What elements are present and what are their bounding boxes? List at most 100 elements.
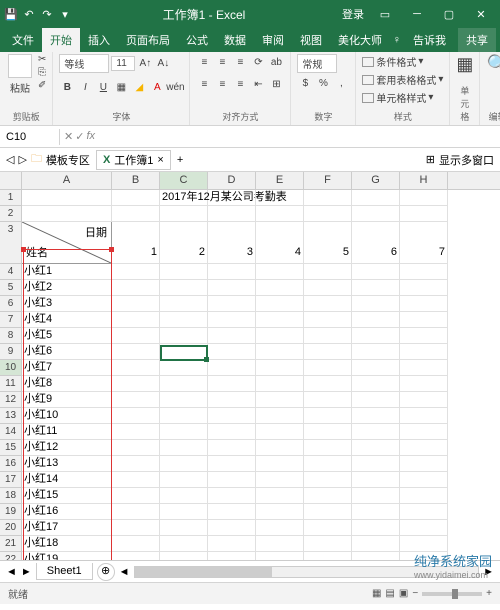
cell[interactable]	[352, 280, 400, 296]
cell[interactable]: 3	[208, 222, 256, 264]
tab-home[interactable]: 开始	[42, 28, 80, 52]
merge-button[interactable]: ⊞	[268, 76, 284, 92]
phonetic-button[interactable]: wén	[167, 79, 183, 95]
cell[interactable]	[112, 312, 160, 328]
cell[interactable]	[256, 312, 304, 328]
cell[interactable]	[112, 472, 160, 488]
cell[interactable]	[256, 296, 304, 312]
cells-icon[interactable]: ▦	[456, 54, 473, 75]
cell[interactable]: 2017年12月某公司考勤表	[160, 190, 208, 206]
align-bottom-icon[interactable]: ≡	[232, 54, 248, 70]
cell[interactable]	[400, 536, 448, 552]
cell[interactable]	[304, 552, 352, 560]
cell[interactable]	[400, 206, 448, 222]
cell[interactable]: 1	[112, 222, 160, 264]
cell[interactable]	[304, 280, 352, 296]
row-header[interactable]: 13	[0, 408, 22, 424]
cell[interactable]	[400, 312, 448, 328]
view-break-icon[interactable]: ▣	[399, 588, 408, 599]
workbook-close-icon[interactable]: ×	[157, 154, 163, 166]
cell[interactable]	[208, 440, 256, 456]
cell[interactable]	[400, 376, 448, 392]
cell[interactable]	[160, 472, 208, 488]
cell[interactable]	[304, 504, 352, 520]
tab-formulas[interactable]: 公式	[178, 28, 216, 52]
cell[interactable]	[112, 520, 160, 536]
row-header[interactable]: 10	[0, 360, 22, 376]
cell[interactable]	[400, 472, 448, 488]
col-header-a[interactable]: A	[22, 172, 112, 189]
cell[interactable]	[304, 376, 352, 392]
minimize-icon[interactable]: ─	[402, 4, 432, 24]
row-header[interactable]: 4	[0, 264, 22, 280]
cell[interactable]	[400, 296, 448, 312]
cell[interactable]: 6	[352, 222, 400, 264]
row-header[interactable]: 6	[0, 296, 22, 312]
cell[interactable]: 5	[304, 222, 352, 264]
cell[interactable]	[256, 488, 304, 504]
table-format-button[interactable]: 套用表格格式 ▾	[362, 72, 443, 87]
cell[interactable]	[304, 472, 352, 488]
row-header[interactable]: 18	[0, 488, 22, 504]
cell[interactable]	[112, 504, 160, 520]
decrease-font-icon[interactable]: A↓	[155, 56, 171, 72]
cell[interactable]	[160, 206, 208, 222]
folder-icon[interactable]: 🗀	[31, 150, 42, 169]
cell[interactable]	[208, 360, 256, 376]
cell[interactable]	[352, 424, 400, 440]
cell[interactable]	[400, 424, 448, 440]
cell[interactable]	[208, 190, 256, 206]
col-header-f[interactable]: F	[304, 172, 352, 189]
cell[interactable]	[256, 328, 304, 344]
row-header[interactable]: 3	[0, 222, 22, 264]
cell[interactable]	[304, 296, 352, 312]
cell[interactable]	[352, 520, 400, 536]
increase-font-icon[interactable]: A↑	[137, 56, 153, 72]
cell[interactable]	[256, 520, 304, 536]
cell[interactable]	[400, 360, 448, 376]
font-color-button[interactable]: A	[149, 79, 165, 95]
cell[interactable]	[352, 488, 400, 504]
cell[interactable]	[400, 264, 448, 280]
cell[interactable]	[208, 520, 256, 536]
cell[interactable]: 小红13	[22, 456, 112, 472]
cell[interactable]	[304, 344, 352, 360]
cell[interactable]	[208, 344, 256, 360]
cell[interactable]	[304, 456, 352, 472]
cell[interactable]	[112, 552, 160, 560]
cell[interactable]	[304, 360, 352, 376]
row-header[interactable]: 17	[0, 472, 22, 488]
sheet-nav-right-icon[interactable]: ►	[21, 566, 32, 578]
cell[interactable]	[256, 392, 304, 408]
view-normal-icon[interactable]: ▦	[372, 588, 381, 599]
cell[interactable]	[208, 472, 256, 488]
cell[interactable]	[160, 376, 208, 392]
cell[interactable]	[256, 472, 304, 488]
cell[interactable]: 小红14	[22, 472, 112, 488]
cell[interactable]	[304, 488, 352, 504]
cell[interactable]	[352, 264, 400, 280]
redo-icon[interactable]: ↷	[40, 7, 54, 21]
cell[interactable]	[256, 408, 304, 424]
cell[interactable]	[352, 328, 400, 344]
row-header[interactable]: 15	[0, 440, 22, 456]
cell[interactable]	[208, 536, 256, 552]
cell[interactable]	[400, 280, 448, 296]
cell[interactable]	[208, 408, 256, 424]
cell[interactable]	[112, 328, 160, 344]
login-button[interactable]: 登录	[336, 6, 370, 22]
cell[interactable]	[22, 190, 112, 206]
cell[interactable]	[256, 504, 304, 520]
tab-layout[interactable]: 页面布局	[118, 28, 178, 52]
cell[interactable]	[208, 504, 256, 520]
nav-fwd-icon[interactable]: ▷	[18, 153, 26, 166]
cell[interactable]	[160, 344, 208, 360]
row-header[interactable]: 1	[0, 190, 22, 206]
sheet-tab-sheet1[interactable]: Sheet1	[36, 563, 93, 580]
cell[interactable]	[352, 376, 400, 392]
cell[interactable]	[352, 344, 400, 360]
row-header[interactable]: 12	[0, 392, 22, 408]
align-right-icon[interactable]: ≡	[232, 76, 248, 92]
cell[interactable]	[112, 296, 160, 312]
cell[interactable]	[160, 552, 208, 560]
